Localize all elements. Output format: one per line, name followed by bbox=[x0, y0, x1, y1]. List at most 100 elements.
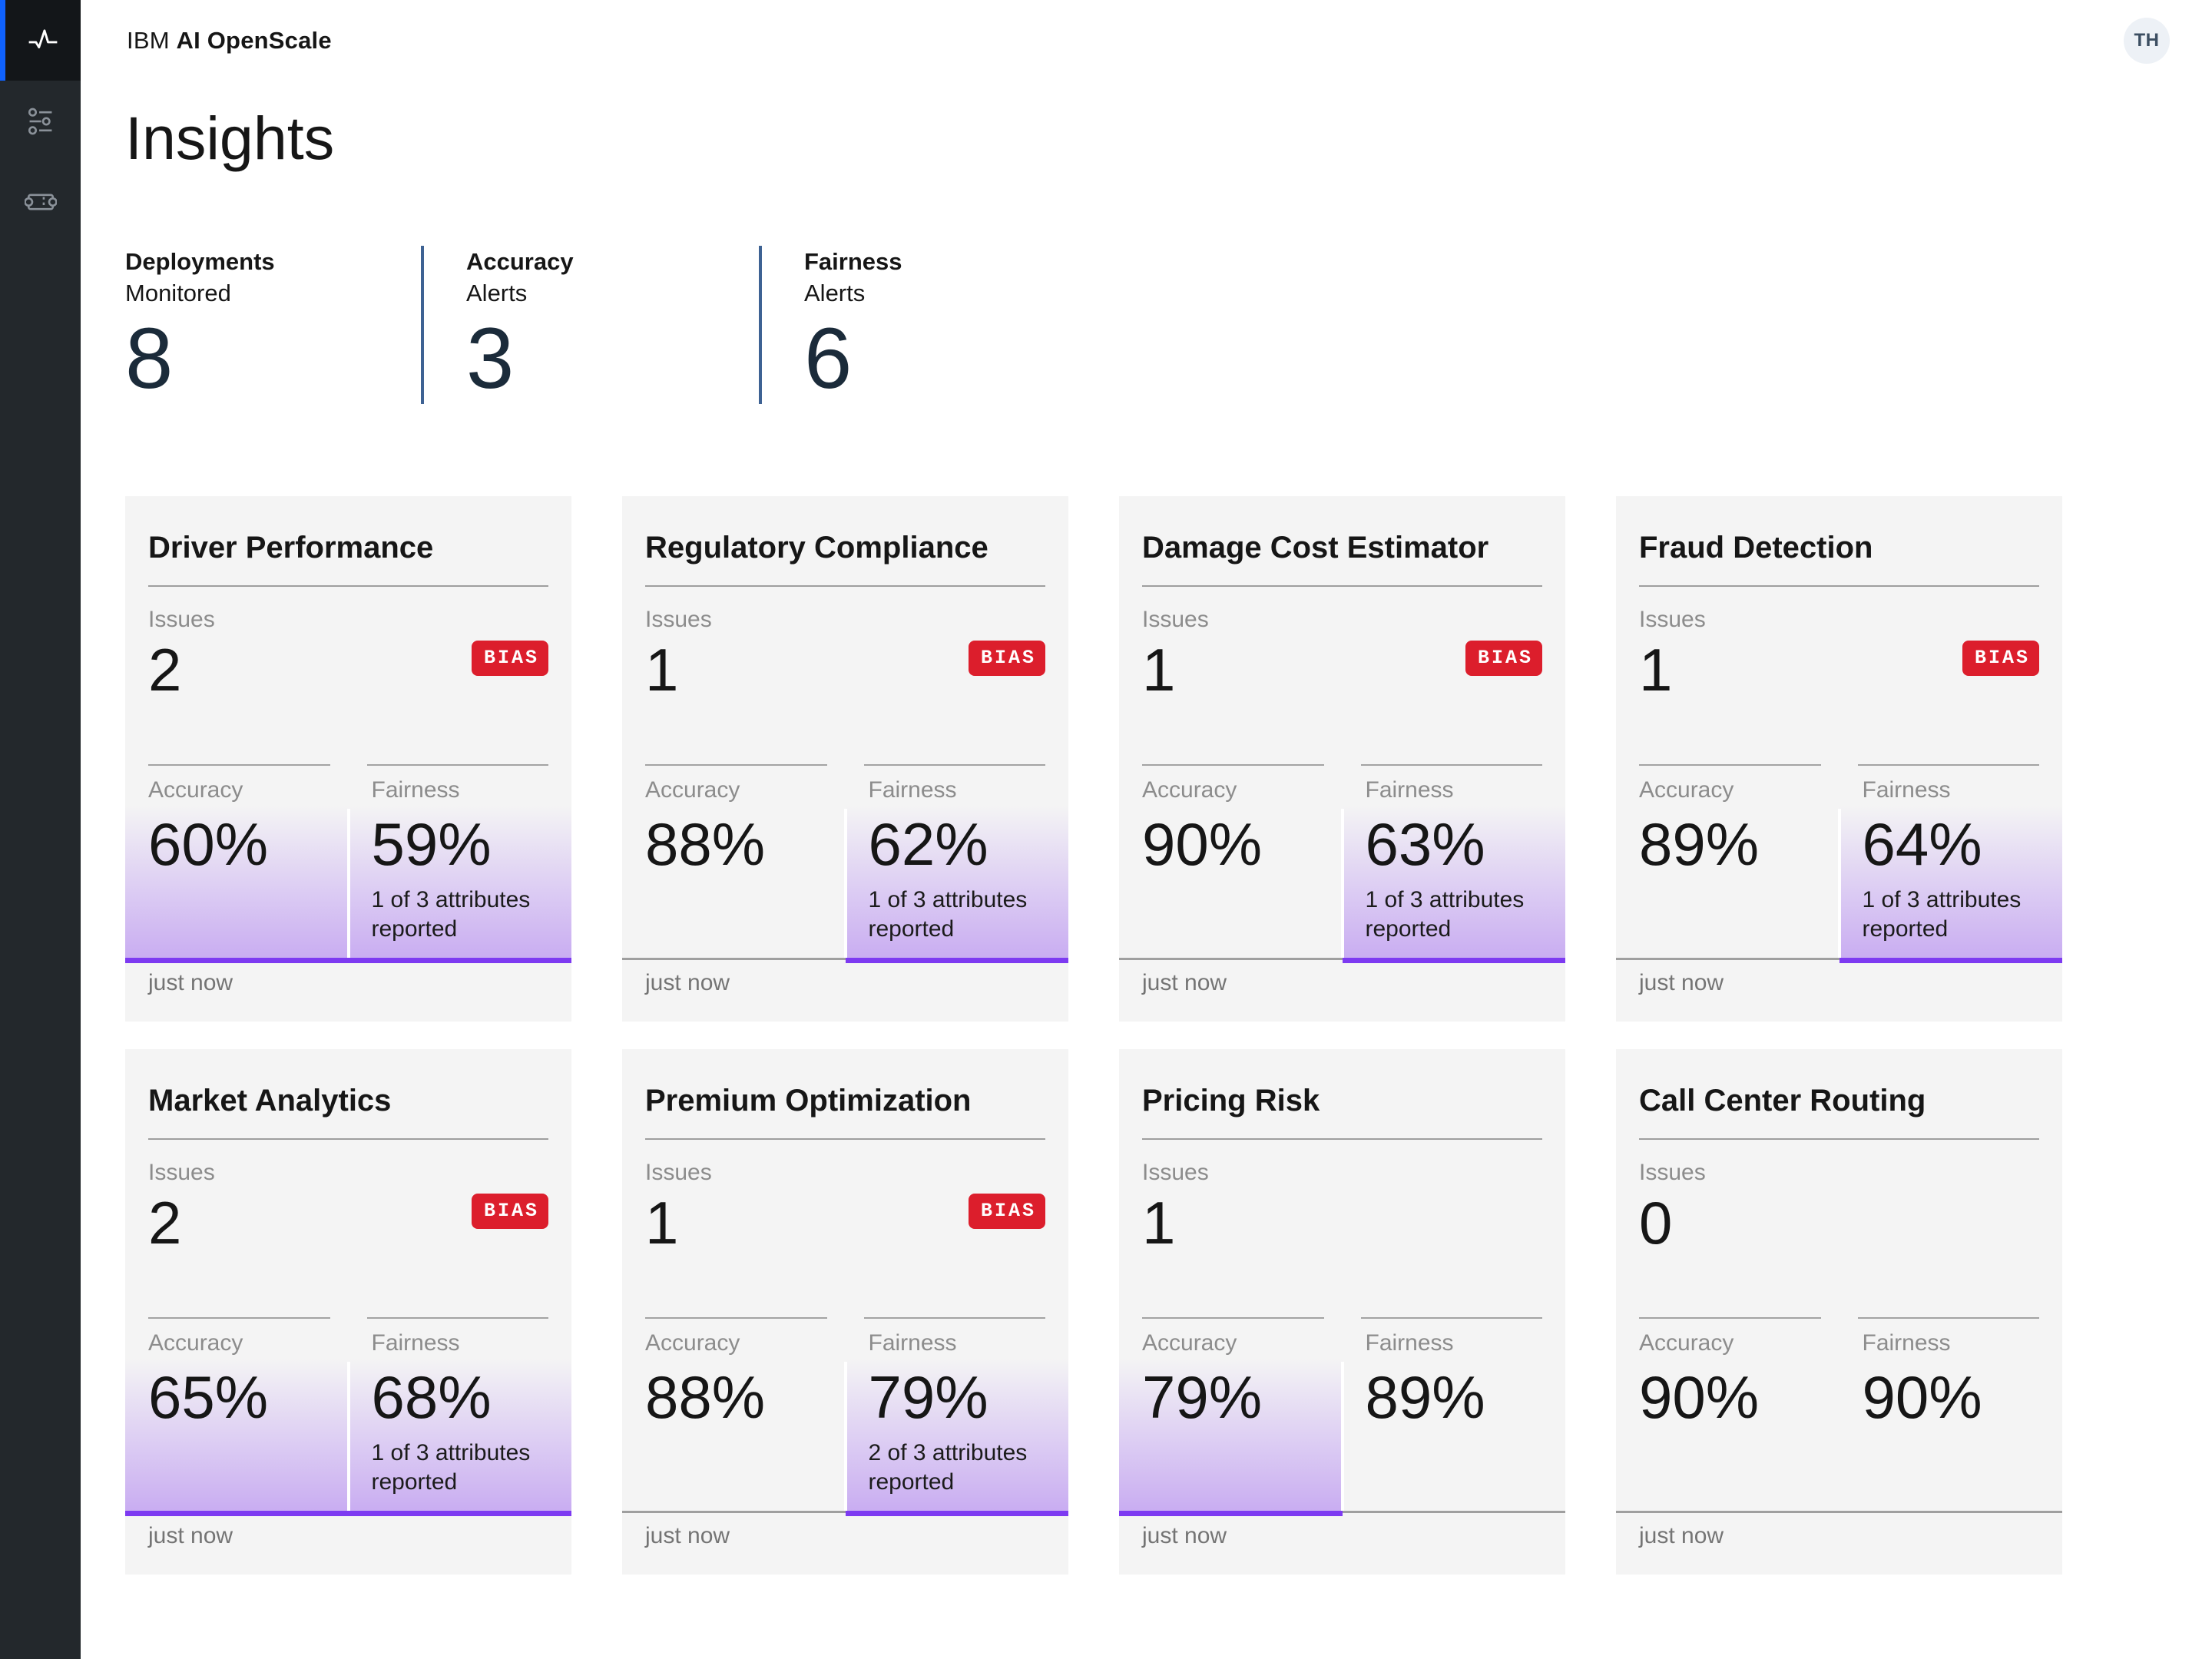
deployment-card[interactable]: Market Analytics Issues 2 BIAS Accuracy … bbox=[125, 1048, 571, 1575]
metric-divider bbox=[1837, 808, 1841, 958]
issues-label: Issues bbox=[1639, 606, 1706, 632]
issues-count: 1 bbox=[1142, 1188, 1176, 1257]
fairness-alert-zone: 89% bbox=[1343, 1359, 1566, 1511]
card-title: Fraud Detection bbox=[1639, 530, 1873, 565]
metric-border-row bbox=[125, 1510, 571, 1516]
timestamp: just now bbox=[1639, 1522, 1724, 1548]
card-title-divider bbox=[645, 584, 1045, 587]
bias-badge: BIAS bbox=[471, 1193, 548, 1229]
fairness-metric[interactable]: Fairness 64% 1 of 3 attributes reported bbox=[1839, 763, 2062, 958]
deployment-card[interactable]: Pricing Risk Issues 1 BIAS Accuracy 79% … bbox=[1119, 1048, 1566, 1575]
accuracy-metric[interactable]: Accuracy 65% bbox=[125, 1316, 349, 1511]
sidebar-item-support-tickets[interactable] bbox=[0, 161, 81, 242]
deployment-card[interactable]: Driver Performance Issues 2 BIAS Accurac… bbox=[125, 495, 571, 1022]
stat-fairness-alerts: Fairness Alerts 6 bbox=[759, 246, 1097, 404]
accuracy-status-border bbox=[622, 1510, 846, 1516]
accuracy-value: 60% bbox=[148, 810, 269, 878]
accuracy-label: Accuracy bbox=[148, 1330, 243, 1356]
fairness-value: 63% bbox=[1365, 810, 1485, 878]
card-title: Market Analytics bbox=[148, 1083, 392, 1118]
fairness-alert-zone: 63% 1 of 3 attributes reported bbox=[1342, 805, 1565, 958]
issues-label: Issues bbox=[1639, 1159, 1706, 1185]
fairness-note: 1 of 3 attributes reported bbox=[868, 886, 1028, 942]
metrics-section: Accuracy 60% Fairness 59% 1 of 3 attribu… bbox=[125, 763, 571, 958]
deployment-card[interactable]: Damage Cost Estimator Issues 1 BIAS Accu… bbox=[1119, 495, 1565, 1022]
fairness-metric[interactable]: Fairness 62% 1 of 3 attributes reported bbox=[845, 763, 1068, 958]
deployment-card[interactable]: Call Center Routing Issues 0 BIAS Accura… bbox=[1616, 1048, 2063, 1575]
fairness-value: 79% bbox=[868, 1363, 988, 1431]
fairness-note: 1 of 3 attributes reported bbox=[371, 886, 531, 942]
accuracy-label: Accuracy bbox=[645, 777, 740, 803]
timestamp: just now bbox=[1639, 969, 1724, 995]
timestamp-strip: just now bbox=[1616, 1516, 2062, 1556]
sidebar-item-insights[interactable] bbox=[0, 0, 81, 81]
metric-border-row bbox=[622, 1510, 1068, 1516]
accuracy-metric[interactable]: Accuracy 88% bbox=[622, 763, 846, 958]
fairness-value: 64% bbox=[1862, 810, 1982, 878]
brand-logo[interactable]: IBM AI OpenScale bbox=[127, 27, 332, 55]
settings-adjust-icon bbox=[25, 105, 57, 137]
metric-topline bbox=[366, 763, 548, 766]
deployment-card[interactable]: Premium Optimization Issues 1 BIAS Accur… bbox=[622, 1048, 1068, 1575]
stat-label-top: Deployments bbox=[125, 248, 275, 275]
issues-count: 1 bbox=[1639, 635, 1673, 704]
issues-row: Issues 1 BIAS bbox=[622, 587, 1068, 764]
fairness-value: 62% bbox=[868, 810, 988, 878]
fairness-status-border bbox=[1342, 1510, 1565, 1516]
metric-topline bbox=[1142, 763, 1324, 766]
accuracy-metric[interactable]: Accuracy 90% bbox=[1616, 1316, 1839, 1511]
metric-divider bbox=[843, 808, 847, 958]
accuracy-alert-zone: 79% bbox=[1119, 1358, 1343, 1511]
sidebar-item-model-settings[interactable] bbox=[0, 81, 81, 161]
accuracy-metric[interactable]: Accuracy 60% bbox=[125, 763, 349, 958]
timestamp-strip: just now bbox=[622, 1516, 1068, 1556]
metric-border-row bbox=[125, 957, 571, 963]
metric-divider bbox=[1340, 808, 1344, 958]
fairness-label: Fairness bbox=[371, 1330, 460, 1356]
deployment-card[interactable]: Fraud Detection Issues 1 BIAS Accuracy 8… bbox=[1616, 495, 2062, 1022]
fairness-alert-zone: 79% 2 of 3 attributes reported bbox=[845, 1358, 1068, 1511]
accuracy-alert-zone: 88% bbox=[622, 806, 846, 958]
fairness-status-border bbox=[845, 957, 1068, 963]
avatar-initials: TH bbox=[2134, 29, 2160, 51]
fairness-metric[interactable]: Fairness 90% bbox=[1839, 1316, 2063, 1511]
issues-count: 2 bbox=[148, 1188, 182, 1257]
accuracy-metric[interactable]: Accuracy 89% bbox=[1616, 763, 1839, 958]
metric-topline bbox=[148, 763, 330, 766]
fairness-metric[interactable]: Fairness 68% 1 of 3 attributes reported bbox=[348, 1316, 571, 1511]
accuracy-label: Accuracy bbox=[1639, 777, 1734, 803]
fairness-metric[interactable]: Fairness 59% 1 of 3 attributes reported bbox=[348, 763, 571, 958]
brand-name: AI OpenScale bbox=[176, 26, 332, 54]
metrics-section: Accuracy 88% Fairness 79% 2 of 3 attribu… bbox=[622, 1316, 1068, 1511]
accuracy-metric[interactable]: Accuracy 79% bbox=[1119, 1316, 1343, 1511]
timestamp: just now bbox=[1142, 1522, 1227, 1548]
fairness-status-border bbox=[1839, 1510, 2062, 1516]
metric-divider bbox=[1340, 1361, 1344, 1511]
timestamp-strip: just now bbox=[1616, 963, 2062, 1003]
deployment-card[interactable]: Regulatory Compliance Issues 1 BIAS Accu… bbox=[622, 495, 1068, 1022]
fairness-note: 2 of 3 attributes reported bbox=[868, 1439, 1028, 1495]
accuracy-metric[interactable]: Accuracy 90% bbox=[1119, 763, 1343, 958]
issues-row: Issues 2 BIAS bbox=[125, 587, 571, 764]
metric-divider bbox=[346, 808, 350, 958]
fairness-metric[interactable]: Fairness 89% bbox=[1343, 1316, 1566, 1511]
issues-count: 1 bbox=[645, 1188, 679, 1257]
bias-badge: BIAS bbox=[471, 640, 548, 676]
metric-divider bbox=[346, 1361, 350, 1511]
metrics-section: Accuracy 89% Fairness 64% 1 of 3 attribu… bbox=[1616, 763, 2062, 958]
accuracy-metric[interactable]: Accuracy 88% bbox=[622, 1316, 846, 1511]
accuracy-status-border bbox=[1119, 1510, 1343, 1516]
card-title: Call Center Routing bbox=[1639, 1083, 1926, 1118]
fairness-alert-zone: 90% bbox=[1839, 1359, 2063, 1511]
fairness-value: 89% bbox=[1365, 1363, 1485, 1431]
fairness-metric[interactable]: Fairness 79% 2 of 3 attributes reported bbox=[845, 1316, 1068, 1511]
timestamp: just now bbox=[645, 1522, 730, 1548]
user-avatar[interactable]: TH bbox=[2124, 17, 2170, 64]
fairness-metric[interactable]: Fairness 63% 1 of 3 attributes reported bbox=[1342, 763, 1565, 958]
issues-count: 2 bbox=[148, 635, 182, 704]
bias-badge: BIAS bbox=[968, 640, 1045, 676]
stat-label-bottom: Alerts bbox=[466, 280, 528, 306]
timestamp: just now bbox=[645, 969, 730, 995]
accuracy-value: 89% bbox=[1639, 810, 1760, 878]
stat-label-bottom: Alerts bbox=[804, 280, 866, 306]
